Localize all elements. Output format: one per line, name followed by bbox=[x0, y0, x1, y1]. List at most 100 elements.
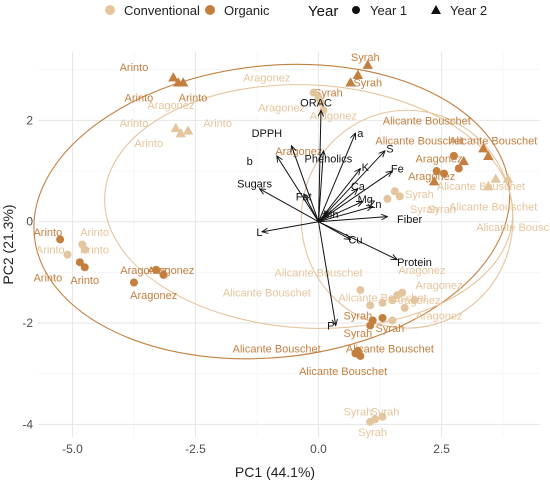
point-label: Alicante Bouschet bbox=[437, 181, 525, 193]
data-point-triangle bbox=[458, 155, 469, 166]
loading-vectors bbox=[259, 110, 397, 325]
loading-arrow bbox=[318, 221, 336, 326]
point-label: Syrah bbox=[344, 328, 373, 340]
legend: Conventional Organic Year Year 1 Year 2 bbox=[105, 3, 487, 20]
loading-label: Protein bbox=[397, 257, 432, 269]
point-label: Arinto bbox=[203, 118, 232, 130]
loading-arrow bbox=[304, 194, 319, 222]
loading-label: Zn bbox=[369, 199, 382, 211]
point-label: Alicante Bouschet bbox=[449, 136, 537, 148]
data-point-circle bbox=[129, 278, 138, 287]
data-point-triangle bbox=[345, 77, 356, 87]
point-label: Syrah bbox=[353, 77, 382, 89]
data-point-circle bbox=[378, 313, 387, 322]
tick-labels: -5.0 -2.5 0.0 2.5 -4 -2 0 2 bbox=[22, 113, 450, 456]
legend-label-organic: Organic bbox=[224, 3, 270, 18]
loading-label: Mn bbox=[323, 209, 338, 221]
legend-label-conventional: Conventional bbox=[124, 3, 200, 18]
point-label: Aragonez bbox=[243, 72, 290, 84]
data-points bbox=[56, 59, 514, 426]
data-point-circle bbox=[398, 288, 407, 297]
data-point-circle bbox=[388, 296, 397, 305]
loading-arrow bbox=[259, 189, 319, 223]
legend-swatch-organic bbox=[205, 5, 215, 15]
data-point-circle bbox=[316, 98, 325, 107]
point-label: Arinto bbox=[36, 245, 65, 257]
loading-arrow bbox=[318, 151, 324, 222]
x-axis-title: PC1 (44.1%) bbox=[235, 464, 315, 480]
loading-arrow bbox=[318, 201, 363, 223]
loading-label: K bbox=[362, 162, 370, 174]
data-point-triangle bbox=[478, 143, 489, 153]
point-labels: Arinto Arinto Arinto Arinto Arinto Arinto Arin… bbox=[33, 52, 550, 439]
loading-label: L bbox=[256, 227, 262, 239]
loading-label: Mg bbox=[358, 194, 373, 206]
legend-circle-icon bbox=[352, 6, 360, 14]
y-axis-title: PC2 (21.3%) bbox=[0, 204, 16, 284]
data-point-circle bbox=[356, 351, 365, 360]
x-tick-label: 0.0 bbox=[310, 442, 327, 456]
point-label: Arinto bbox=[179, 93, 208, 105]
loading-label: Fe bbox=[391, 164, 404, 176]
legend-swatch-conventional bbox=[105, 5, 115, 15]
point-label: Arinto bbox=[33, 272, 62, 284]
point-label: Syrah bbox=[410, 204, 439, 216]
data-point-circle bbox=[432, 167, 441, 176]
loading-label: Fat bbox=[296, 191, 312, 203]
point-label: Aragonez bbox=[147, 100, 194, 112]
x-tick-label: -2.5 bbox=[185, 442, 206, 456]
point-label: Syrah bbox=[405, 189, 434, 201]
legend-label-year: Year 2 bbox=[450, 3, 487, 18]
data-point-triangle bbox=[502, 173, 514, 183]
y-tick-label: 0 bbox=[26, 215, 33, 229]
point-label: Syrah bbox=[376, 323, 405, 335]
data-point-circle bbox=[410, 296, 419, 305]
loading-arrow bbox=[318, 151, 385, 223]
point-label: Aragonez bbox=[275, 146, 322, 158]
point-label: Alicante Bouschet bbox=[449, 202, 537, 214]
data-point-circle bbox=[56, 235, 65, 244]
loading-arrow bbox=[318, 212, 329, 223]
point-label: Syrah bbox=[358, 427, 387, 439]
loading-label: Sugars bbox=[237, 179, 272, 191]
data-point-circle bbox=[366, 417, 375, 426]
data-point-circle bbox=[366, 301, 375, 310]
data-point-circle bbox=[388, 316, 397, 325]
loading-arrow bbox=[291, 146, 320, 222]
data-point-triangle bbox=[175, 127, 186, 138]
point-label: Aragonez bbox=[416, 280, 463, 292]
loading-arrow bbox=[318, 133, 356, 222]
data-point-circle bbox=[159, 270, 168, 279]
legend-title-year: Year bbox=[308, 3, 338, 20]
data-point-circle bbox=[356, 286, 365, 295]
loading-label: b bbox=[247, 156, 253, 168]
y-tick-label: -4 bbox=[22, 417, 33, 431]
point-label: Syrah bbox=[371, 407, 400, 419]
data-point-circle bbox=[440, 169, 449, 178]
y-tick-label: -2 bbox=[22, 316, 33, 330]
loading-label: ORAC bbox=[300, 98, 332, 110]
data-point-triangle bbox=[483, 150, 494, 161]
point-label: Aragonez bbox=[416, 310, 463, 322]
data-point-circle bbox=[63, 250, 72, 259]
loading-label: Cu bbox=[348, 234, 362, 246]
data-point-triangle bbox=[362, 59, 373, 69]
data-point-circle bbox=[80, 263, 89, 272]
point-label: Alicante Bouschet bbox=[346, 343, 434, 355]
point-label: Arinto bbox=[134, 138, 163, 150]
point-label: Arinto bbox=[70, 275, 99, 287]
y-tick-label: 2 bbox=[26, 113, 33, 127]
point-label: Alicante Bouschet bbox=[299, 366, 387, 378]
data-point-circle bbox=[378, 298, 387, 307]
point-label: Syrah bbox=[351, 52, 380, 64]
point-label: Syrah bbox=[344, 310, 373, 322]
loading-label: Phenolics bbox=[305, 153, 353, 165]
point-label: Alicante Bouschet bbox=[383, 115, 471, 127]
point-label: Syrah bbox=[427, 204, 456, 216]
point-label: Arinto bbox=[33, 227, 62, 239]
loading-arrow bbox=[318, 221, 398, 260]
ellipse-conventional bbox=[300, 109, 514, 329]
data-point-triangle bbox=[177, 77, 189, 87]
data-point-circle bbox=[152, 265, 161, 274]
